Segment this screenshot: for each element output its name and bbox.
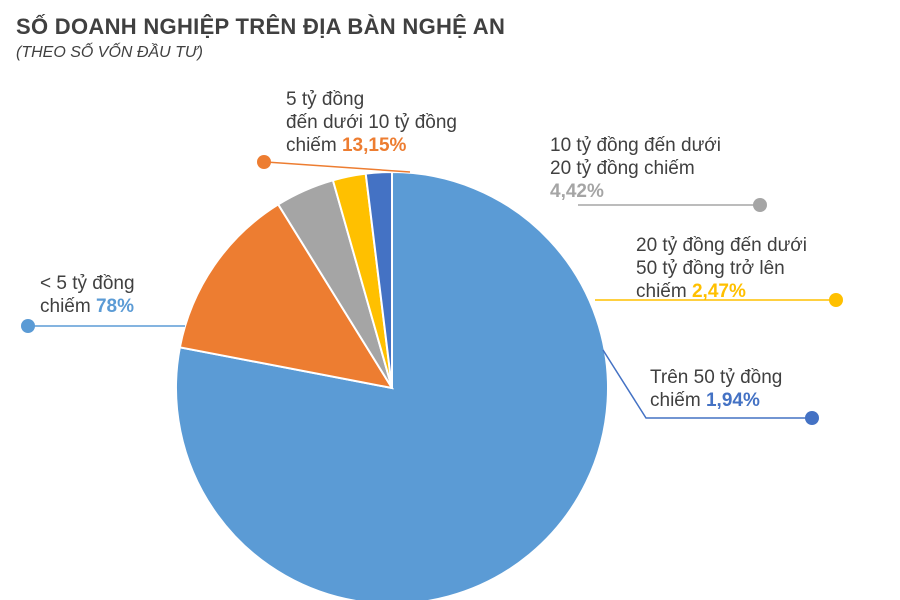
slice-label-line: 10 tỷ đồng đến dưới bbox=[550, 135, 721, 156]
slice-label-20-to-50: 20 tỷ đồng đến dưới 50 tỷ đồng trở lên c… bbox=[636, 234, 807, 303]
slice-label-over-50: Trên 50 tỷ đồng chiếm 1,94% bbox=[650, 366, 782, 412]
slice-label-line: 20 tỷ đồng đến dưới bbox=[636, 235, 807, 256]
slice-label-10-to-20: 10 tỷ đồng đến dưới 20 tỷ đồng chiếm 4,4… bbox=[550, 134, 721, 203]
slice-label-line: 20 tỷ đồng chiếm bbox=[550, 158, 695, 179]
slice-value-label: 78% bbox=[95, 296, 134, 317]
leader-dot-under5 bbox=[21, 319, 35, 333]
slice-label-line: < 5 tỷ đồng bbox=[40, 273, 135, 294]
slice-label-lead: chiếm bbox=[636, 281, 687, 302]
slice-value-label: 4,42% bbox=[550, 181, 604, 202]
pie-slices bbox=[175, 170, 609, 600]
slice-label-5-to-10: 5 tỷ đồng đến dưới 10 tỷ đồng chiếm 13,1… bbox=[286, 88, 457, 157]
leader-dot-5to10 bbox=[257, 155, 271, 169]
leader-dot-20to50 bbox=[829, 293, 843, 307]
leader-line-5to10 bbox=[264, 161, 411, 173]
slice-label-lead: chiếm bbox=[286, 135, 337, 156]
slice-label-line: đến dưới 10 tỷ đồng bbox=[286, 112, 457, 133]
chart-title: SỐ DOANH NGHIỆP TRÊN ĐỊA BÀN NGHỆ AN bbox=[16, 14, 506, 39]
slice-label-under-5: < 5 tỷ đồng chiếm 78% bbox=[40, 272, 135, 318]
slice-label-line: 5 tỷ đồng bbox=[286, 89, 365, 110]
leader-dot-10to20 bbox=[753, 198, 767, 212]
slice-value-label: 1,94% bbox=[705, 390, 760, 411]
pie-slice-5to10 bbox=[178, 203, 395, 390]
slice-label-line: Trên 50 tỷ đồng bbox=[650, 367, 783, 388]
slice-value-label: 2,47% bbox=[691, 281, 746, 302]
slice-label-lead: chiếm bbox=[650, 390, 701, 411]
chart-subtitle: (THEO SỐ VỐN ĐẦU TƯ) bbox=[16, 44, 203, 61]
leader-lines bbox=[21, 155, 843, 425]
slice-value-label: 13,15% bbox=[341, 135, 407, 156]
slice-label-line: 50 tỷ đồng trở lên bbox=[636, 258, 785, 279]
leader-line-over50 bbox=[602, 349, 812, 419]
pie-slice-over50 bbox=[364, 170, 393, 389]
leader-dot-over50 bbox=[805, 411, 819, 425]
slice-label-lead: chiếm bbox=[40, 296, 91, 317]
